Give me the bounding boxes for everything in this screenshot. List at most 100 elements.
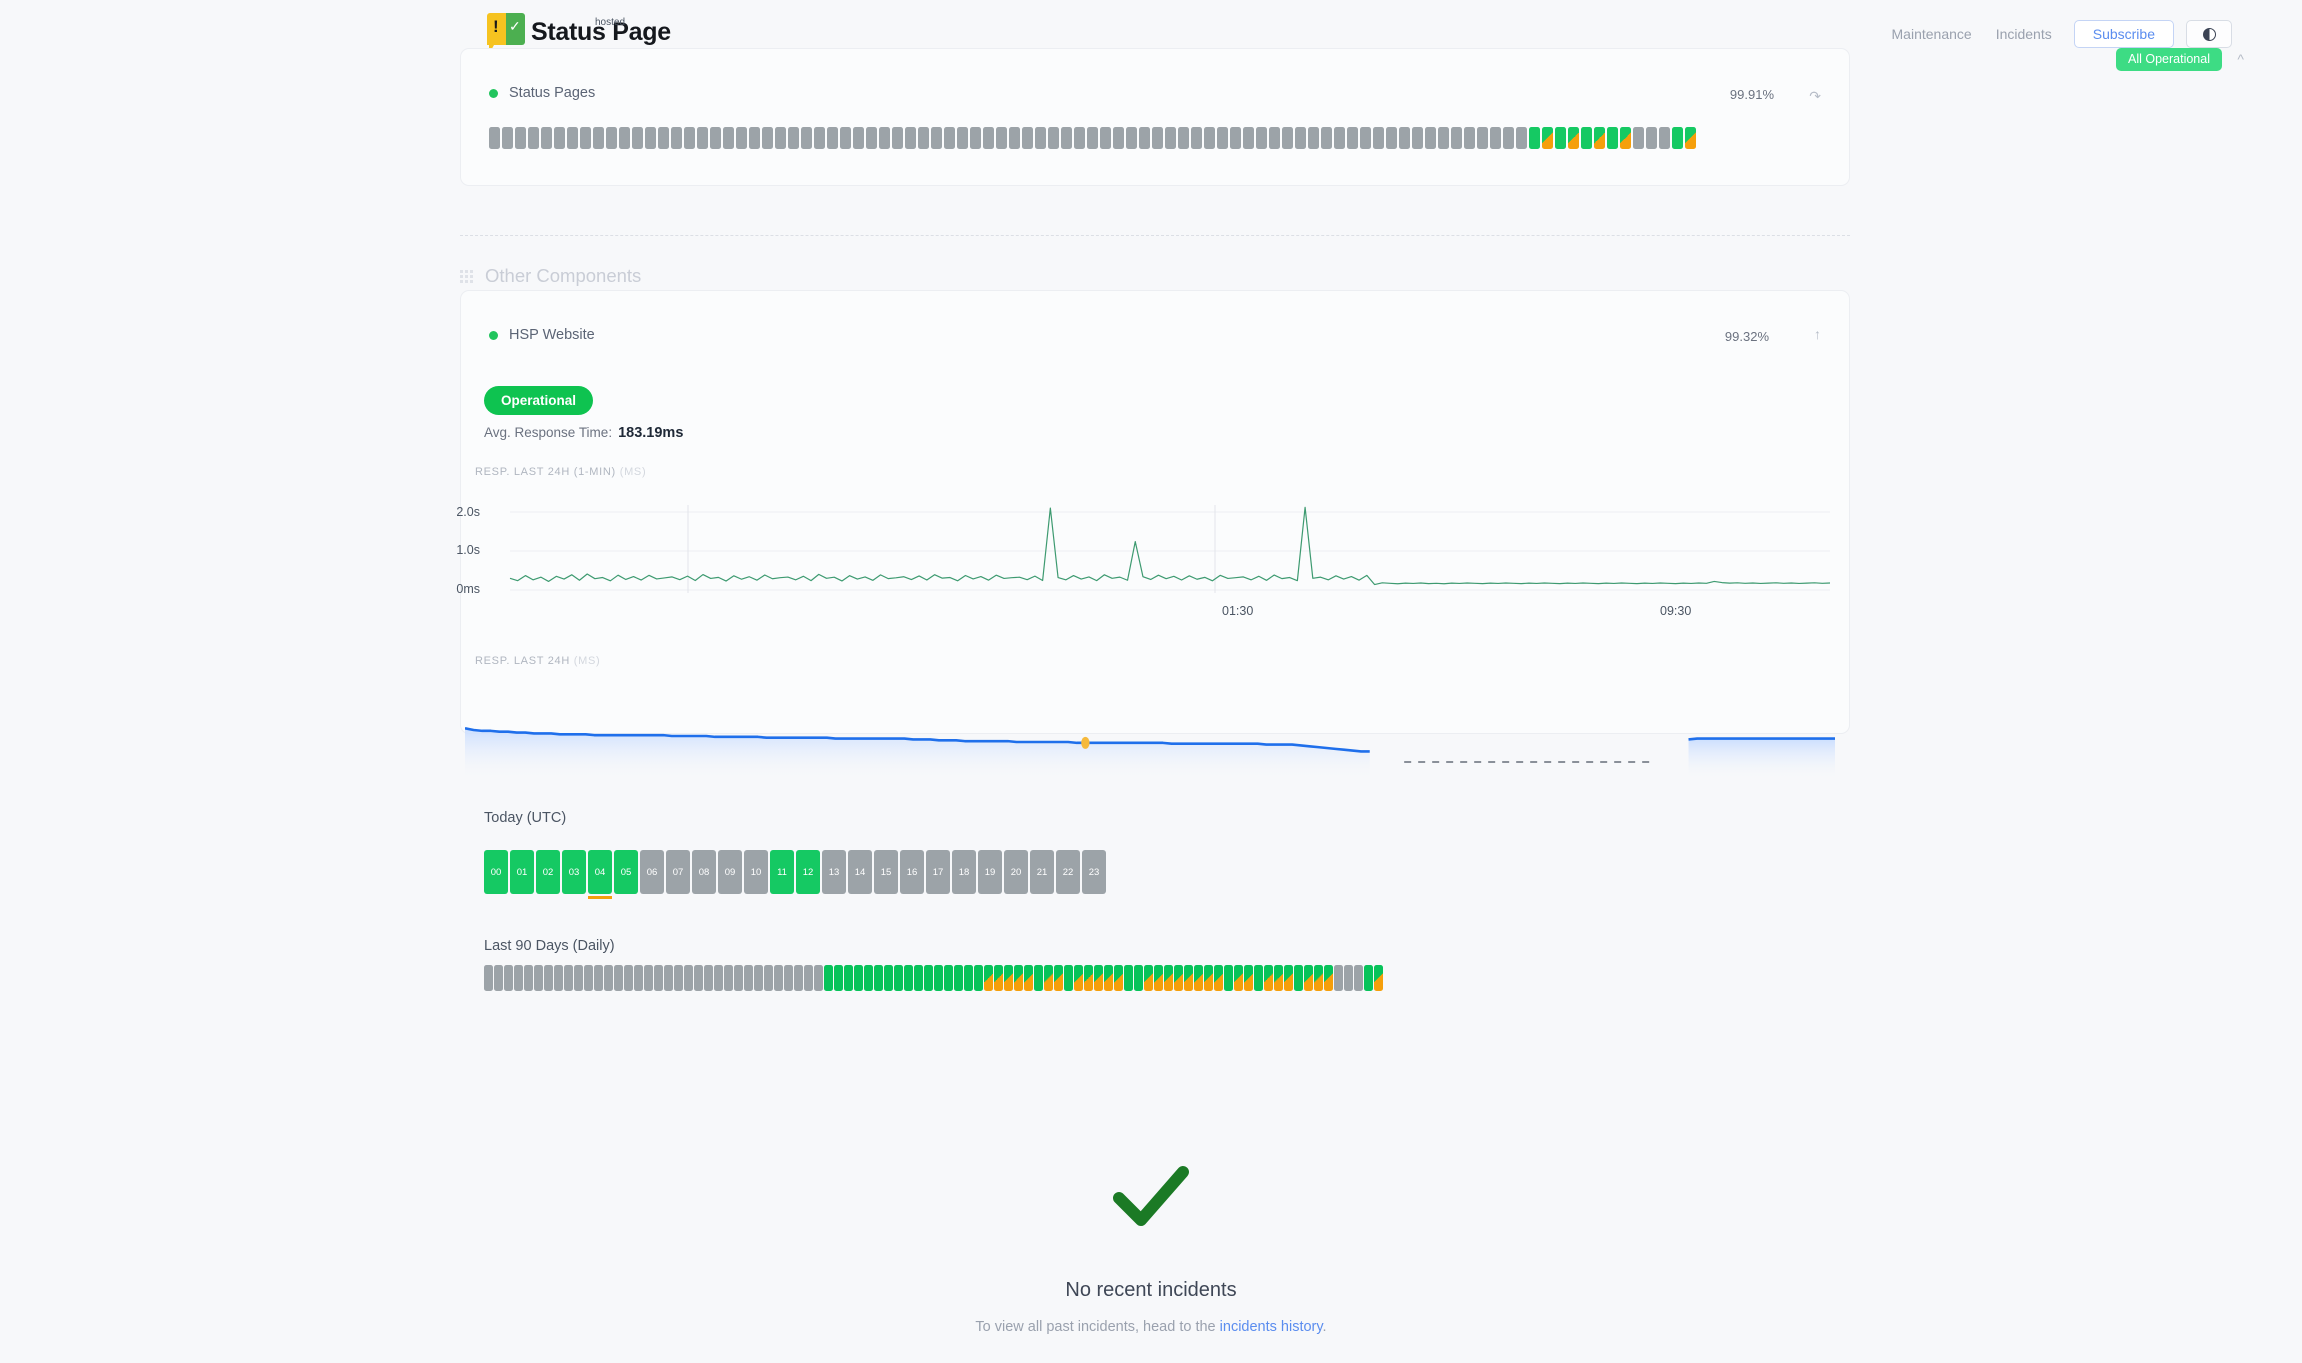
hour-bar[interactable]: 18 [952,850,976,894]
chevron-up-icon[interactable]: ^ [2237,51,2244,67]
uptime-bar[interactable] [593,127,604,149]
uptime-bar[interactable] [489,127,500,149]
uptime-bar[interactable] [1243,127,1254,149]
uptime-bar[interactable] [944,127,955,149]
uptime-bar[interactable] [684,127,695,149]
last-90-days-bars[interactable] [484,965,1383,991]
uptime-bar[interactable] [1633,127,1644,149]
uptime-bar[interactable] [1113,127,1124,149]
day-bar[interactable] [1084,965,1093,991]
hour-bar[interactable]: 16 [900,850,924,894]
day-bar[interactable] [704,965,713,991]
day-bar[interactable] [1374,965,1383,991]
uptime-bar[interactable] [918,127,929,149]
uptime-bar[interactable] [606,127,617,149]
day-bar[interactable] [924,965,933,991]
uptime-bar[interactable] [827,127,838,149]
hour-bar[interactable]: 06 [640,850,664,894]
uptime-bar[interactable] [1477,127,1488,149]
day-bar[interactable] [1224,965,1233,991]
uptime-bar[interactable] [905,127,916,149]
uptime-bar[interactable] [1321,127,1332,149]
uptime-bar[interactable] [1230,127,1241,149]
nav-incidents[interactable]: Incidents [1995,26,2052,42]
hour-bar[interactable]: 03 [562,850,586,894]
uptime-bar[interactable] [515,127,526,149]
day-bar[interactable] [1264,965,1273,991]
day-bar[interactable] [1064,965,1073,991]
hour-bar[interactable]: 07 [666,850,690,894]
uptime-bar[interactable] [1308,127,1319,149]
day-bar[interactable] [614,965,623,991]
day-bar[interactable] [1344,965,1353,991]
uptime-bar[interactable] [1451,127,1462,149]
day-bar[interactable] [944,965,953,991]
uptime-bar[interactable] [853,127,864,149]
day-bar[interactable] [784,965,793,991]
uptime-bar[interactable] [1464,127,1475,149]
subscribe-button[interactable]: Subscribe [2073,20,2174,48]
hour-bar[interactable]: 08 [692,850,716,894]
uptime-bar[interactable] [619,127,630,149]
day-bar[interactable] [1154,965,1163,991]
uptime-bar[interactable] [710,127,721,149]
brand-logo[interactable]: ! ✓ Status Page [487,13,671,54]
day-bar[interactable] [1074,965,1083,991]
day-bar[interactable] [1254,965,1263,991]
day-bar[interactable] [954,965,963,991]
uptime-bar[interactable] [1087,127,1098,149]
refresh-icon[interactable]: ↷ [1809,88,1821,104]
day-bar[interactable] [1354,965,1363,991]
hour-bar[interactable]: 05 [614,850,638,894]
day-bar[interactable] [744,965,753,991]
uptime-bar[interactable] [1100,127,1111,149]
day-bar[interactable] [514,965,523,991]
uptime-bar[interactable] [671,127,682,149]
day-bar[interactable] [1294,965,1303,991]
day-bar[interactable] [1034,965,1043,991]
status-pages-uptime-bars[interactable] [489,127,1696,149]
uptime-bar[interactable] [632,127,643,149]
uptime-bar[interactable] [788,127,799,149]
uptime-bar[interactable] [892,127,903,149]
uptime-bar[interactable] [736,127,747,149]
uptime-bar[interactable] [697,127,708,149]
uptime-bar[interactable] [1620,127,1631,149]
hour-bar[interactable]: 04 [588,850,612,899]
day-bar[interactable] [544,965,553,991]
day-bar[interactable] [1214,965,1223,991]
uptime-bar[interactable] [1009,127,1020,149]
uptime-bar[interactable] [931,127,942,149]
day-bar[interactable] [1014,965,1023,991]
uptime-bar[interactable] [723,127,734,149]
uptime-bar[interactable] [1178,127,1189,149]
day-bar[interactable] [654,965,663,991]
uptime-bar[interactable] [1529,127,1540,149]
uptime-bar[interactable] [1126,127,1137,149]
uptime-bar[interactable] [1217,127,1228,149]
uptime-bar[interactable] [1425,127,1436,149]
day-bar[interactable] [604,965,613,991]
day-bar[interactable] [1244,965,1253,991]
day-bar[interactable] [1104,965,1113,991]
uptime-bar[interactable] [801,127,812,149]
uptime-bar[interactable] [1295,127,1306,149]
day-bar[interactable] [524,965,533,991]
response-line-chart[interactable] [470,495,1831,615]
day-bar[interactable] [724,965,733,991]
day-bar[interactable] [754,965,763,991]
day-bar[interactable] [974,965,983,991]
day-bar[interactable] [1144,965,1153,991]
day-bar[interactable] [804,965,813,991]
arrow-up-icon[interactable]: ↑ [1814,326,1821,342]
uptime-bar[interactable] [1516,127,1527,149]
day-bar[interactable] [854,965,863,991]
incidents-history-link[interactable]: incidents history [1219,1319,1323,1335]
hour-bar[interactable]: 23 [1082,850,1106,894]
day-bar[interactable] [684,965,693,991]
uptime-bar[interactable] [814,127,825,149]
uptime-bar[interactable] [1399,127,1410,149]
day-bar[interactable] [1184,965,1193,991]
uptime-bar[interactable] [1412,127,1423,149]
hour-bar[interactable]: 17 [926,850,950,894]
